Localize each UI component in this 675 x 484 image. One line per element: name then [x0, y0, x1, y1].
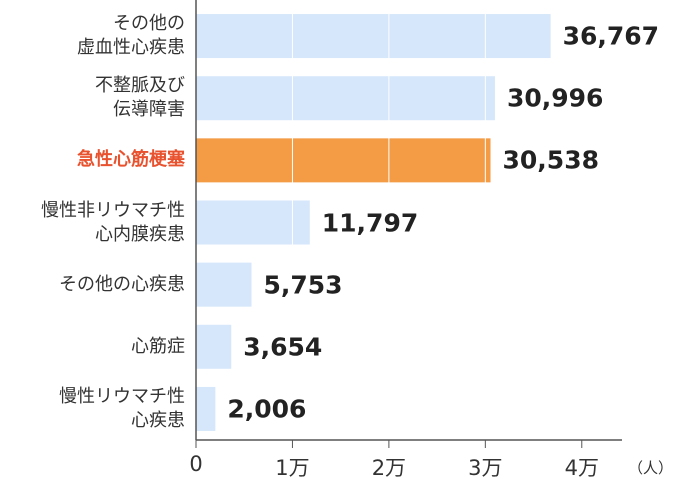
bar [196, 138, 491, 183]
value-label: 5,753 [263, 270, 343, 300]
y-tick-label: 心筋症 [131, 335, 185, 357]
bar [196, 76, 495, 121]
value-label: 36,767 [562, 21, 660, 51]
x-tick-label: 0 [189, 452, 203, 476]
x-tick-label: 1万 [275, 456, 310, 480]
y-tick-label: 慢性非リウマチ性 心内膜疾患 [41, 199, 185, 245]
x-tick-label: 4万 [564, 456, 599, 480]
value-label: 11,797 [321, 208, 419, 237]
value-label: 3,654 [243, 332, 323, 362]
x-tick-label: 3万 [468, 456, 503, 480]
value-label: 2,006 [227, 394, 307, 424]
bar [196, 262, 252, 307]
y-tick-label: 不整脈及び 伝導障害 [95, 75, 185, 121]
y-tick-label: その他の心疾患 [59, 273, 185, 295]
x-unit: （人） [628, 459, 674, 477]
value-label: 30,996 [506, 83, 604, 113]
value-label: 30,538 [502, 145, 599, 175]
bar [196, 14, 551, 59]
bar [196, 386, 216, 431]
bar [196, 324, 232, 369]
y-tick-label: 急性心筋梗塞 [77, 149, 185, 171]
bar [196, 200, 310, 245]
x-tick-label: 2万 [371, 456, 407, 480]
y-tick-label: その他の 虚血性心疾患 [77, 13, 185, 59]
y-tick-label: 慢性リウマチ性 心疾患 [59, 385, 185, 431]
